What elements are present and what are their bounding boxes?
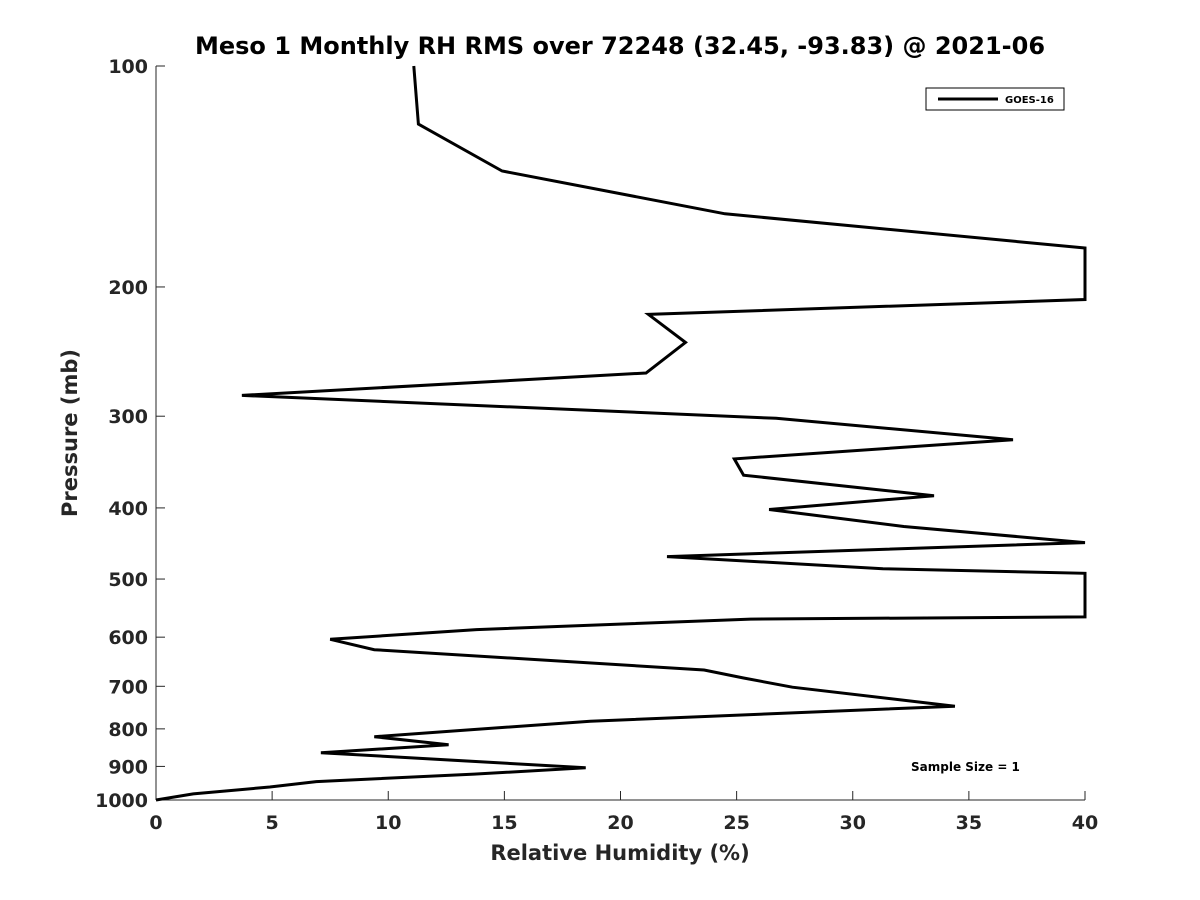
y-tick-label: 900 — [108, 756, 148, 778]
x-tick-label: 20 — [607, 812, 633, 834]
series-line-goes-16 — [155, 65, 1087, 802]
y-tick-label: 400 — [108, 498, 148, 520]
y-tick-label: 700 — [108, 676, 148, 698]
y-tick-label: 1000 — [95, 790, 148, 812]
x-tick-label: 15 — [491, 812, 517, 834]
sample-size-annotation: Sample Size = 1 — [911, 760, 1020, 774]
y-ticks: 100 200 300 400 500 600 700 800 900 1000 — [95, 56, 165, 812]
legend: GOES-16 — [925, 87, 1065, 111]
x-axis-label: Relative Humidity (%) — [490, 841, 749, 865]
y-tick-label: 100 — [108, 56, 148, 78]
legend-label-goes-16: GOES-16 — [1005, 95, 1054, 106]
chart-title: Meso 1 Monthly RH RMS over 72248 (32.45,… — [195, 32, 1045, 60]
y-tick-label: 300 — [108, 406, 148, 428]
series-group — [155, 65, 1087, 802]
x-tick-label: 40 — [1072, 812, 1098, 834]
x-tick-label: 5 — [266, 812, 279, 834]
y-tick-label: 600 — [108, 627, 148, 649]
y-tick-label: 800 — [108, 719, 148, 741]
x-tick-label: 0 — [149, 812, 162, 834]
y-axis-label: Pressure (mb) — [58, 349, 82, 517]
x-tick-label: 30 — [840, 812, 866, 834]
y-tick-label: 200 — [108, 277, 148, 299]
x-tick-label: 35 — [956, 812, 982, 834]
x-tick-label: 10 — [375, 812, 401, 834]
x-tick-label: 25 — [723, 812, 749, 834]
x-ticks: 0 5 10 15 20 25 30 35 40 — [149, 791, 1098, 834]
y-tick-label: 500 — [108, 569, 148, 591]
